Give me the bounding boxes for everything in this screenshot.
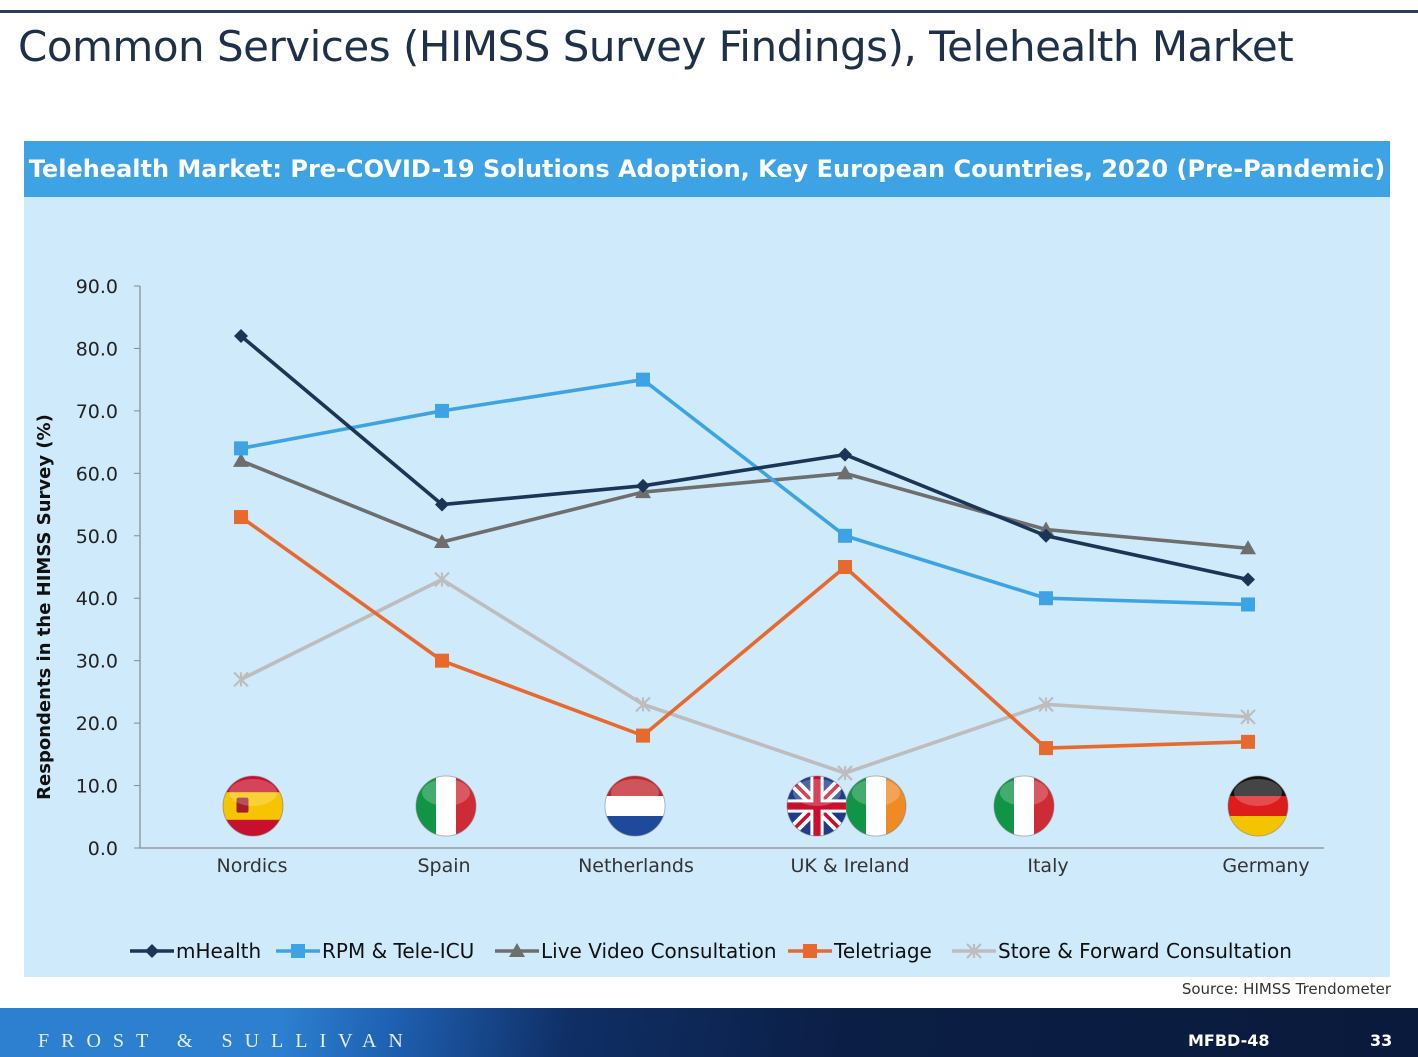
data-point-star — [434, 571, 450, 588]
data-point-square — [234, 441, 248, 456]
y-axis-title: Respondents in the HIMSS Survey (%) — [34, 414, 55, 800]
data-point-triangle — [837, 465, 853, 480]
x-tick-label: Italy — [1027, 855, 1068, 877]
flag-rim — [845, 775, 907, 837]
data-point-triangle — [1240, 540, 1256, 555]
x-tick-label: Spain — [417, 855, 470, 877]
legend-item: Live Video Consultation — [495, 939, 777, 963]
data-point-square — [234, 510, 248, 525]
legend-label: RPM & Tele-ICU — [322, 939, 474, 963]
page-number: 33 — [1370, 1031, 1393, 1050]
legend-label: Teletriage — [833, 939, 932, 963]
series-line — [240, 459, 1249, 551]
y-tick-label: 70.0 — [76, 401, 118, 423]
spain-flag-icon — [223, 776, 283, 836]
y-tick-label: 30.0 — [76, 651, 118, 673]
y-tick-label: 20.0 — [76, 713, 118, 735]
data-point-square — [838, 560, 852, 574]
netherlands-flag-icon — [605, 776, 665, 836]
italy-flag-icon — [994, 776, 1054, 836]
data-point-star — [837, 765, 853, 781]
flag-rim — [1227, 775, 1289, 837]
data-point-square — [803, 944, 817, 958]
legend-label: Live Video Consultation — [541, 939, 777, 963]
y-tick-label: 50.0 — [76, 526, 118, 548]
y-tick-label: 80.0 — [76, 338, 118, 360]
x-tick-label: Germany — [1222, 855, 1309, 877]
data-point-triangle — [509, 943, 525, 957]
x-tick-label: Nordics — [217, 855, 288, 877]
data-point-star — [1038, 696, 1054, 713]
page-title: Common Services (HIMSS Survey Findings),… — [18, 22, 1294, 71]
data-point-square — [291, 944, 305, 958]
data-point-diamond — [145, 944, 159, 958]
document-code: MFBD-48 — [1188, 1031, 1270, 1050]
series-line — [239, 334, 1249, 582]
germany-flag-icon — [1228, 776, 1288, 836]
data-point-triangle — [434, 534, 450, 549]
data-point-square — [1241, 597, 1255, 612]
legend-item: mHealth — [130, 939, 261, 963]
y-tick-label: 90.0 — [76, 276, 118, 298]
data-point-star — [635, 696, 651, 713]
chart-title: Telehealth Market: Pre-COVID-19 Solution… — [24, 141, 1390, 197]
data-point-diamond — [838, 447, 852, 462]
data-point-square — [435, 653, 449, 668]
y-tick-label: 0.0 — [88, 838, 118, 860]
data-point-diamond — [1241, 572, 1255, 587]
footer-bar — [0, 1008, 1418, 1057]
data-point-diamond — [1039, 528, 1053, 543]
legend-item: Store & Forward Consultation — [952, 939, 1292, 963]
line-chart: 0.0 10.0 20.0 30.0 40.0 50.0 60.0 70.0 80.0 90.0 R… — [34, 276, 1324, 963]
data-point-triangle — [233, 452, 249, 467]
data-point-square — [1241, 734, 1255, 749]
series-line — [239, 515, 1249, 750]
brand-logo: FROST & SULLIVAN — [38, 1030, 415, 1052]
x-tick-label: Netherlands — [578, 855, 694, 877]
flag-rim — [993, 775, 1055, 837]
y-tick-label: 10.0 — [76, 776, 118, 798]
data-point-square — [636, 372, 650, 387]
ireland-flag-icon — [846, 776, 906, 836]
data-point-square — [838, 528, 852, 543]
data-point-diamond — [234, 328, 248, 343]
y-tick-label: 60.0 — [76, 463, 118, 485]
data-point-square — [1039, 741, 1053, 756]
data-point-diamond — [435, 497, 449, 512]
legend-label: Store & Forward Consultation — [998, 939, 1292, 963]
flag-rim — [222, 775, 284, 837]
italy-flag-icon — [416, 776, 476, 836]
legend-item: RPM & Tele-ICU — [276, 939, 474, 963]
data-point-star — [233, 671, 249, 688]
flag-rim — [604, 775, 666, 837]
data-point-square — [1039, 591, 1053, 606]
data-point-star — [1240, 709, 1256, 725]
legend-label: mHealth — [176, 939, 261, 963]
top-rule — [0, 10, 1418, 13]
data-point-square — [636, 728, 650, 743]
data-point-triangle — [1038, 521, 1054, 536]
x-tick-label: UK & Ireland — [791, 855, 910, 877]
series-line — [240, 377, 1249, 607]
data-point-square — [435, 403, 449, 418]
uk-flag-icon — [787, 776, 847, 836]
legend-item: Teletriage — [788, 939, 932, 963]
source-note: Source: HIMSS Trendometer — [1181, 980, 1391, 998]
flag-rim — [415, 775, 477, 837]
series-line — [240, 577, 1249, 775]
y-tick-label: 40.0 — [76, 588, 118, 610]
data-point-diamond — [636, 478, 650, 493]
chart-panel: Telehealth Market: Pre-COVID-19 Solution… — [24, 141, 1390, 977]
data-point-star — [966, 943, 982, 959]
